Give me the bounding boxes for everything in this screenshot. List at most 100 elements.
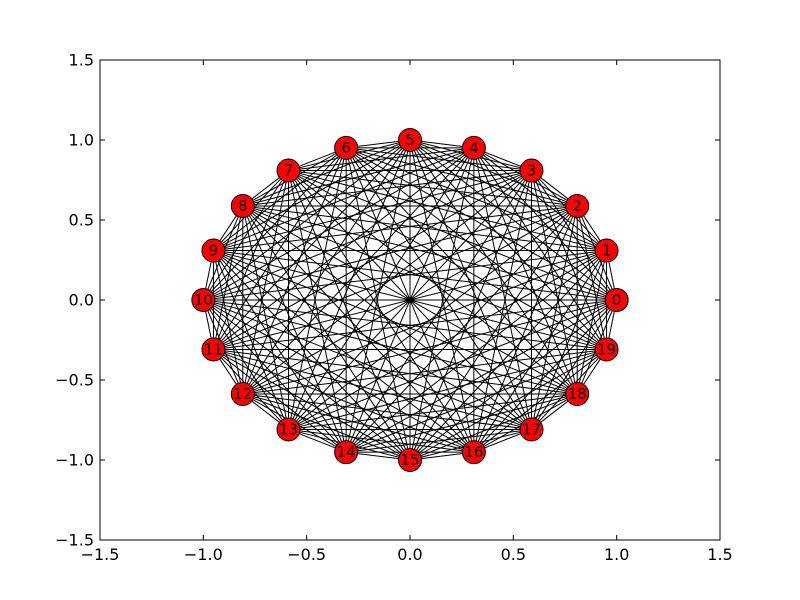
node-circle-4: [461, 135, 486, 160]
edge-1-10: [203, 250, 607, 301]
edge-10-17: [203, 299, 532, 430]
edge-6-19: [345, 147, 607, 350]
edge-8-17: [242, 205, 532, 430]
node-circle-0: [604, 288, 629, 312]
edge-0-15: [409, 299, 617, 461]
edge-15-19: [409, 349, 607, 461]
edge-0-5: [409, 139, 617, 301]
edge-0-11: [213, 299, 617, 350]
node-label-7: 7: [284, 162, 294, 180]
edge-4-19: [473, 147, 607, 350]
edge-5-14: [345, 139, 411, 453]
edge-3-14: [345, 170, 532, 453]
edge-13-19: [288, 348, 607, 430]
node-10: 10: [191, 288, 216, 312]
edge-3-19: [531, 170, 608, 350]
node-label-1: 1: [602, 242, 612, 260]
y-tick-label-5: 1.0: [69, 131, 94, 150]
x-tick-label-6: 1.5: [707, 545, 732, 564]
edge-6-15: [345, 147, 411, 461]
edge-3-8: [242, 170, 532, 207]
y-tick-label-0: −1.5: [55, 531, 94, 550]
y-axis: −1.5 −1.0 −0.5 0.0 0.5 1.0 1.5: [55, 51, 720, 550]
edge-4-13: [288, 147, 475, 430]
node-circle-12: [230, 382, 255, 407]
node-16: 16: [461, 440, 486, 465]
node-label-5: 5: [405, 131, 415, 149]
node-15: 15: [398, 448, 422, 472]
edge-9-19: [213, 250, 607, 350]
edge-8-14: [242, 205, 347, 453]
node-19: 19: [594, 337, 619, 362]
edge-6-11: [213, 147, 347, 350]
node-label-11: 11: [204, 340, 223, 358]
node-0: 0: [604, 288, 629, 312]
node-6: 6: [334, 135, 359, 160]
node-circle-2: [565, 193, 590, 218]
x-tick-label-2: −0.5: [287, 545, 326, 564]
edge-11-15: [213, 349, 411, 461]
edge-7-10: [202, 170, 289, 301]
node-circle-18: [565, 382, 590, 407]
edge-7-12: [242, 170, 290, 395]
edge-1-12: [242, 250, 607, 395]
edge-10-18: [203, 299, 578, 395]
node-13: 13: [276, 417, 301, 442]
edge-2-7: [288, 170, 578, 207]
node-circle-11: [201, 337, 226, 362]
node-label-9: 9: [209, 242, 219, 260]
node-label-18: 18: [568, 385, 587, 403]
node-3: 3: [519, 158, 544, 183]
node-circle-17: [519, 417, 544, 442]
node-17: 17: [519, 417, 544, 442]
node-circle-16: [461, 440, 486, 465]
edge-14-17: [346, 428, 532, 453]
edge-5-18: [409, 139, 578, 395]
node-label-14: 14: [337, 443, 356, 461]
edge-15-18: [409, 393, 578, 461]
edge-8-11: [212, 205, 244, 350]
edge-9-18: [213, 250, 578, 395]
edge-3-18: [530, 170, 578, 395]
edge-14-18: [346, 393, 578, 453]
node-circle-10: [191, 288, 216, 312]
edge-10-19: [203, 299, 607, 350]
x-tick-label-4: 0.5: [501, 545, 526, 564]
edge-0-9: [213, 250, 617, 301]
edge-1-18: [576, 250, 608, 395]
edge-7-18: [288, 170, 578, 395]
node-circle-1: [594, 238, 619, 263]
y-tick-label-2: −0.5: [55, 371, 94, 390]
node-1: 1: [594, 238, 619, 263]
edge-2-13: [288, 205, 578, 430]
node-label-13: 13: [279, 420, 298, 438]
node-label-2: 2: [572, 197, 582, 215]
edge-0-17: [531, 299, 618, 430]
node-label-3: 3: [527, 162, 537, 180]
edge-12-17: [242, 393, 532, 430]
node-circle-9: [201, 238, 226, 263]
edge-12-19: [242, 348, 607, 395]
node-2: 2: [565, 193, 590, 218]
node-circle-15: [398, 448, 422, 472]
edge-12-15: [242, 393, 411, 461]
edge-4-7: [288, 147, 474, 172]
edge-3-12: [242, 170, 532, 395]
edge-1-6: [345, 147, 607, 252]
node-label-12: 12: [233, 385, 252, 403]
edge-13-18: [288, 393, 578, 430]
node-18: 18: [565, 382, 590, 407]
x-tick-label-0: −1.5: [81, 545, 120, 564]
edge-2-17: [530, 205, 578, 430]
node-label-8: 8: [238, 197, 248, 215]
node-label-0: 0: [612, 291, 622, 309]
node-circle-5: [398, 128, 422, 152]
edge-6-17: [345, 147, 532, 430]
edge-4-15: [409, 147, 475, 461]
node-circle-8: [230, 193, 255, 218]
y-tick-label-4: 0.5: [69, 211, 94, 230]
node-label-16: 16: [464, 443, 483, 461]
x-tick-label-1: −1.0: [184, 545, 223, 564]
node-label-4: 4: [469, 139, 479, 157]
